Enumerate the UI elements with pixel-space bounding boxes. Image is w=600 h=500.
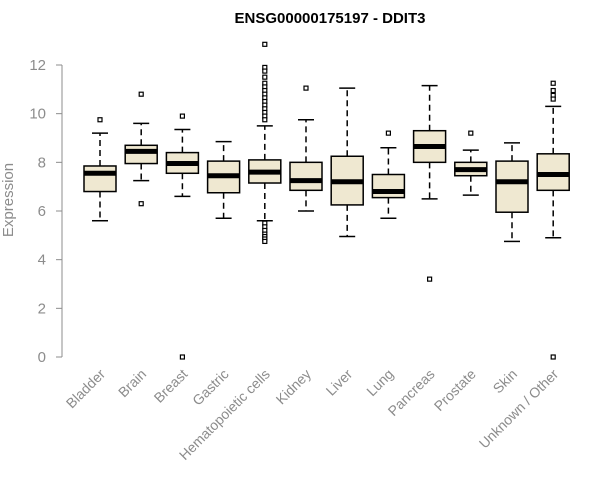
outlier-point bbox=[262, 117, 268, 123]
outlier-point bbox=[303, 85, 309, 91]
y-tick-label: 4 bbox=[38, 252, 46, 269]
outlier-point bbox=[262, 74, 268, 80]
box-rect bbox=[124, 144, 158, 165]
outlier-point bbox=[179, 354, 185, 360]
outlier-point bbox=[97, 117, 103, 123]
y-axis: 0 2 4 6 8 10 12 bbox=[29, 57, 63, 366]
box-rect bbox=[289, 161, 323, 192]
outlier-point bbox=[138, 91, 144, 97]
outlier-point bbox=[262, 68, 268, 74]
x-tick-label: Lung bbox=[363, 366, 396, 399]
outlier-point bbox=[550, 80, 556, 86]
outlier-point bbox=[262, 41, 268, 47]
box-6 bbox=[330, 87, 364, 238]
x-tick-label: Brain bbox=[115, 366, 149, 400]
outlier-point bbox=[550, 87, 556, 94]
y-tick-label: 8 bbox=[38, 154, 46, 171]
y-tick-label: 6 bbox=[38, 203, 46, 220]
outlier-point bbox=[138, 201, 144, 207]
box-5 bbox=[289, 85, 323, 212]
box-4 bbox=[248, 41, 282, 245]
box-8 bbox=[412, 84, 447, 282]
box-7 bbox=[371, 130, 406, 220]
x-tick-label: Kidney bbox=[273, 366, 315, 408]
y-tick-label: 2 bbox=[38, 300, 46, 317]
box-10 bbox=[495, 142, 529, 243]
outlier-point bbox=[385, 130, 391, 136]
y-tick-label: 10 bbox=[29, 106, 46, 123]
x-tick-label: Prostate bbox=[431, 366, 479, 414]
outlier-point bbox=[427, 276, 433, 282]
y-tick-label: 0 bbox=[38, 349, 46, 366]
box-1 bbox=[124, 91, 158, 207]
box-11 bbox=[536, 80, 570, 360]
y-axis-label: Expression bbox=[0, 163, 17, 237]
outlier-point bbox=[262, 238, 268, 245]
outlier-point bbox=[179, 113, 185, 119]
outlier-point bbox=[550, 354, 556, 360]
x-tick-label: Liver bbox=[323, 366, 356, 399]
box-rect bbox=[371, 173, 406, 199]
x-tick-label: Bladder bbox=[63, 366, 109, 412]
box-rect bbox=[495, 160, 529, 213]
box-9 bbox=[454, 130, 488, 196]
box-2 bbox=[165, 113, 200, 360]
outlier-point bbox=[550, 96, 556, 102]
box-3 bbox=[206, 140, 241, 220]
box-rect bbox=[83, 165, 117, 193]
x-tick-label: Breast bbox=[151, 366, 191, 406]
x-tick-label: Skin bbox=[490, 366, 521, 397]
chart-title: ENSG00000175197 - DDIT3 bbox=[235, 10, 426, 27]
box-0 bbox=[83, 117, 117, 222]
outlier-point bbox=[468, 130, 474, 136]
boxes-group bbox=[83, 41, 570, 360]
y-tick-label: 12 bbox=[29, 57, 46, 74]
